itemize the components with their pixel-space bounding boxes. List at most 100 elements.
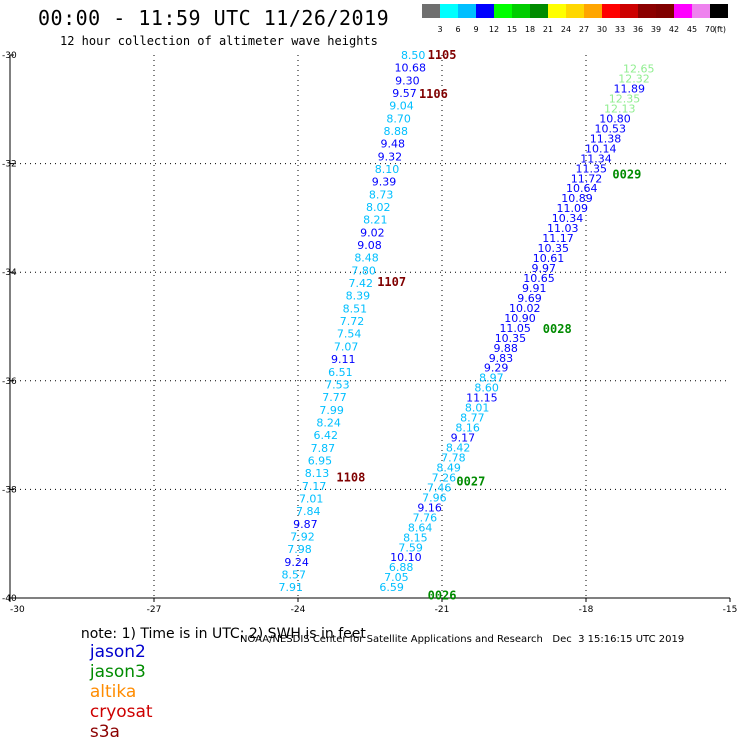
wave-height-value: 9.11 — [331, 353, 356, 366]
wave-height-value: 9.24 — [284, 556, 309, 569]
y-tick-label: -30 — [2, 51, 17, 61]
wave-height-value: 9.29 — [484, 362, 509, 375]
wave-height-value: 7.87 — [311, 442, 336, 455]
wave-height-value: 10.61 — [533, 252, 565, 265]
wave-height-value: 7.92 — [290, 530, 315, 543]
scale-swatch — [638, 4, 656, 18]
scale-label: 24 — [561, 25, 571, 34]
scale-swatch — [656, 4, 674, 18]
wave-height-value: 7.91 — [279, 581, 304, 594]
pass-time-label: 1108 — [336, 470, 365, 484]
wave-height-value: 7.99 — [319, 404, 344, 417]
wave-height-value: 11.35 — [576, 162, 608, 175]
pass-time-label: 0029 — [612, 167, 641, 181]
wave-height-value: 11.05 — [499, 322, 531, 335]
wave-height-value: 11.15 — [466, 392, 498, 405]
legend-note: note: 1) Time is in UTC; 2) SWH is in fe… — [80, 626, 366, 642]
wave-height-value: 9.88 — [493, 342, 518, 355]
wave-height-value: 10.10 — [390, 551, 422, 564]
wave-height-value: 10.34 — [552, 212, 584, 225]
wave-height-value: 11.38 — [590, 132, 622, 145]
scale-label: 70 — [705, 25, 715, 34]
wave-height-value: 11.09 — [556, 202, 588, 215]
y-tick-label: -34 — [2, 268, 17, 278]
legend-cryosat: cryosat — [89, 702, 153, 722]
wave-height-value: 7.72 — [340, 315, 365, 328]
wave-height-value: 8.48 — [354, 252, 379, 265]
x-tick-label: -18 — [579, 605, 594, 615]
scale-swatch — [674, 4, 692, 18]
wave-height-value: 7.96 — [422, 491, 447, 504]
wave-height-value: 10.90 — [504, 312, 536, 325]
wave-height-value: 12.65 — [623, 63, 655, 76]
scale-swatch — [584, 4, 602, 18]
wave-height-value: 9.04 — [389, 100, 414, 113]
wave-height-value: 8.01 — [465, 402, 490, 415]
wave-height-value: 8.57 — [281, 568, 306, 581]
wave-height-value: 7.07 — [334, 340, 359, 353]
wave-height-value: 8.39 — [346, 290, 371, 303]
wave-height-value: 10.64 — [566, 182, 598, 195]
wave-height-value: 8.21 — [363, 214, 388, 227]
wave-height-value: 8.60 — [474, 382, 499, 395]
wave-height-value: 7.98 — [287, 543, 312, 556]
scale-label: 45 — [687, 25, 697, 34]
scale-unit: (ft) — [714, 25, 726, 34]
scale-label: 36 — [633, 25, 643, 34]
wave-height-value: 10.65 — [523, 272, 555, 285]
x-tick-label: -15 — [723, 605, 738, 615]
wave-height-value: 10.80 — [599, 112, 631, 125]
scale-swatch — [602, 4, 620, 18]
scale-label: 33 — [615, 25, 625, 34]
wave-height-value: 7.76 — [413, 511, 438, 524]
y-tick-label: -38 — [2, 485, 17, 495]
scale-label: 9 — [473, 25, 478, 34]
pass-time-label: 1106 — [419, 87, 448, 101]
legend-jason3: jason3 — [89, 662, 146, 682]
wave-height-value: 10.14 — [585, 142, 617, 155]
wave-height-value: 8.10 — [375, 163, 400, 176]
wave-height-value: 10.53 — [595, 122, 627, 135]
wave-height-value: 6.42 — [314, 429, 339, 442]
scale-label: 21 — [543, 25, 553, 34]
wave-height-value: 8.49 — [436, 461, 461, 474]
scale-swatch — [692, 4, 710, 18]
wave-height-value: 11.34 — [580, 152, 612, 165]
wave-height-value: 8.64 — [408, 521, 433, 534]
wave-height-value: 8.50 — [401, 49, 426, 62]
scale-swatch — [566, 4, 584, 18]
scale-label: 6 — [455, 25, 460, 34]
wave-height-value: 7.17 — [302, 480, 327, 493]
wave-height-value: 10.02 — [509, 302, 541, 315]
wave-height-value: 7.01 — [299, 492, 324, 505]
wave-height-value: 8.77 — [460, 412, 485, 425]
chart-subtitle: 12 hour collection of altimeter wave hei… — [60, 34, 378, 48]
wave-height-value: 8.70 — [386, 112, 411, 125]
wave-height-value: 7.42 — [348, 277, 373, 290]
wave-height-value: 9.69 — [517, 292, 542, 305]
wave-height-value: 11.17 — [542, 232, 574, 245]
wave-height-value: 7.84 — [296, 505, 321, 518]
wave-height-value: 12.13 — [604, 102, 636, 115]
wave-height-value: 8.51 — [343, 302, 368, 315]
wave-height-value: 7.78 — [441, 451, 466, 464]
wave-height-value: 11.03 — [547, 222, 579, 235]
scale-label: 3 — [437, 25, 442, 34]
wave-height-value: 8.24 — [316, 416, 341, 429]
wave-height-value: 10.35 — [537, 242, 569, 255]
scale-label: 42 — [669, 25, 679, 34]
wave-height-value: 11.89 — [614, 83, 646, 96]
wave-height-value: 11.72 — [571, 172, 603, 185]
wave-height-value: 10.89 — [561, 192, 593, 205]
x-tick-label: -30 — [10, 605, 25, 615]
wave-height-value: 7.77 — [322, 391, 347, 404]
footer-credit: NOAA/NESDIS Center for Satellite Applica… — [240, 634, 685, 645]
wave-height-value: 9.39 — [372, 176, 397, 189]
wave-height-value: 10.35 — [495, 332, 527, 345]
wave-height-value: 8.73 — [369, 188, 394, 201]
pass-time-label: 1105 — [428, 48, 457, 62]
x-tick-label: -24 — [291, 605, 306, 615]
wave-height-value: 9.57 — [392, 87, 417, 100]
pass-time-label: 0028 — [543, 322, 572, 336]
wave-height-value: 9.08 — [357, 239, 382, 252]
